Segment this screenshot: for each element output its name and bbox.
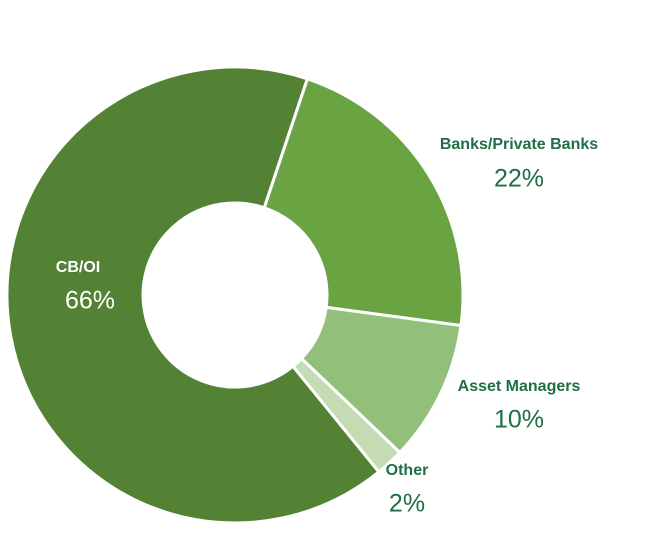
slice-label: CB/OI bbox=[56, 259, 100, 276]
slice-label: Other bbox=[386, 462, 429, 479]
slice-value-label: 2% bbox=[389, 490, 425, 518]
slice-value-label: 66% bbox=[65, 287, 115, 315]
donut-slice bbox=[262, 76, 465, 328]
slice-value-label: 10% bbox=[494, 406, 544, 434]
donut-slice bbox=[5, 65, 381, 525]
slice-value-label: 22% bbox=[494, 165, 544, 193]
slice-label: Banks/Private Banks bbox=[440, 136, 598, 153]
slice-label: Asset Managers bbox=[458, 378, 581, 395]
